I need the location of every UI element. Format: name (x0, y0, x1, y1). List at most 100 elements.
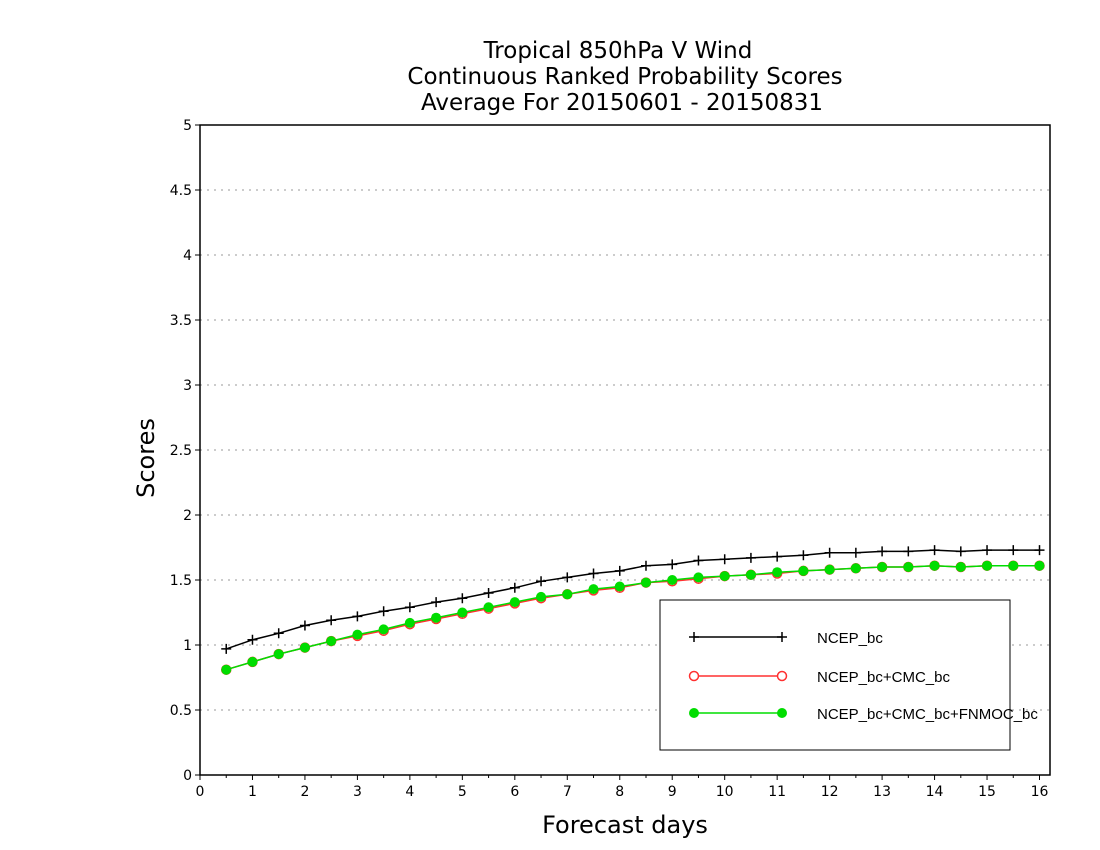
data-point (640, 560, 651, 571)
y-tick-label: 4 (183, 248, 192, 264)
data-point (404, 602, 415, 613)
x-tick-label: 13 (873, 784, 891, 800)
x-tick-label: 11 (768, 784, 786, 800)
data-point (955, 546, 966, 557)
data-point (982, 545, 993, 556)
data-point (221, 664, 232, 675)
y-tick-label: 1 (183, 638, 192, 654)
x-tick-label: 9 (668, 784, 677, 800)
data-point (273, 649, 284, 660)
y-tick-label: 0.5 (170, 703, 192, 719)
data-point (588, 568, 599, 579)
data-point (955, 562, 966, 572)
legend-entry-ncep-bc: NCEP_bc (689, 630, 883, 647)
x-tick-label: 10 (716, 784, 734, 800)
y-axis: 0 0.5 1 1.5 2 2.5 3 3.5 4 4.5 5 (170, 118, 200, 784)
data-point (221, 643, 232, 654)
data-point (378, 624, 389, 635)
x-tick-label: 7 (563, 784, 572, 800)
data-point (877, 562, 888, 572)
data-point (719, 554, 730, 565)
data-point (903, 562, 914, 572)
data-point (404, 617, 415, 628)
legend-entry-ncep-cmc-fnmoc: NCEP_bc+CMC_bc+FNMOC_bc (689, 706, 1038, 723)
y-tick-label: 2 (183, 508, 192, 524)
data-point (562, 589, 573, 600)
data-point (431, 597, 442, 608)
legend-label-ncep-cmc: NCEP_bc+CMC_bc (817, 669, 950, 686)
data-point (536, 576, 547, 587)
legend-marker-open-circle-icon (776, 670, 788, 682)
data-point (562, 572, 573, 583)
y-tick-label: 2.5 (170, 443, 192, 459)
data-point (929, 545, 940, 556)
x-tick-label: 6 (510, 784, 519, 800)
data-point (326, 615, 337, 626)
x-tick-label: 2 (300, 784, 309, 800)
title-line-1: Tropical 850hPa V Wind (483, 38, 753, 64)
x-axis: 0 1 2 3 4 5 6 7 8 9 10 11 12 13 14 15 16 (196, 775, 1049, 800)
data-point (509, 597, 520, 608)
y-axis-title: Scores (132, 418, 160, 498)
title-line-2: Continuous Ranked Probability Scores (407, 64, 842, 90)
x-tick-label: 1 (248, 784, 257, 800)
data-point (247, 634, 258, 645)
chart-title: Tropical 850hPa V Wind Continuous Ranked… (407, 38, 842, 116)
legend-marker-filled-circle-icon (689, 708, 699, 718)
data-point (667, 559, 678, 570)
x-tick-label: 16 (1031, 784, 1049, 800)
y-tick-label: 3 (183, 378, 192, 394)
series-ncep-bc-cmc-bc-fnmoc-bc (221, 560, 1045, 675)
data-point (772, 551, 783, 562)
data-point (431, 612, 442, 623)
x-tick-label: 14 (926, 784, 944, 800)
data-point (693, 555, 704, 566)
y-tick-label: 4.5 (170, 183, 192, 199)
x-tick-label: 8 (615, 784, 624, 800)
x-tick-label: 5 (458, 784, 467, 800)
x-tick-label: 12 (821, 784, 839, 800)
legend-box (659, 599, 1011, 751)
data-point (877, 546, 888, 557)
data-point (798, 550, 809, 561)
data-point (614, 565, 625, 576)
data-point (509, 582, 520, 593)
data-point (1034, 560, 1045, 571)
data-point (745, 552, 756, 563)
legend-marker-filled-circle-icon (777, 708, 787, 718)
data-point (798, 565, 809, 576)
data-point (457, 593, 468, 604)
x-tick-label: 15 (978, 784, 996, 800)
y-tick-label: 3.5 (170, 313, 192, 329)
x-axis-title: Forecast days (542, 811, 708, 839)
data-point (352, 611, 363, 622)
data-point (299, 642, 310, 653)
data-point (536, 591, 547, 602)
data-point (299, 620, 310, 631)
legend-label-ncep-bc: NCEP_bc (817, 630, 883, 647)
x-tick-label: 0 (196, 784, 205, 800)
data-point (667, 575, 678, 585)
legend-marker-plus-icon (689, 632, 787, 642)
data-point (352, 629, 363, 640)
data-point (929, 560, 940, 571)
data-point (824, 564, 835, 575)
data-point (378, 606, 389, 617)
data-point (1008, 545, 1019, 556)
data-point (1008, 560, 1019, 571)
legend-label-ncep-cmc-fnmoc: NCEP_bc+CMC_bc+FNMOC_bc (817, 706, 1038, 723)
data-point (588, 584, 599, 595)
data-point (640, 577, 651, 588)
legend-marker-open-circle-icon (688, 670, 700, 682)
data-point (247, 656, 258, 667)
data-point (850, 563, 861, 574)
data-point (614, 581, 625, 592)
x-tick-label: 4 (405, 784, 414, 800)
data-point (772, 567, 783, 578)
data-point (457, 607, 468, 618)
data-point (903, 546, 914, 557)
title-line-3: Average For 20150601 - 20150831 (421, 90, 823, 116)
data-point (273, 628, 284, 639)
series-layer (220, 545, 1045, 675)
